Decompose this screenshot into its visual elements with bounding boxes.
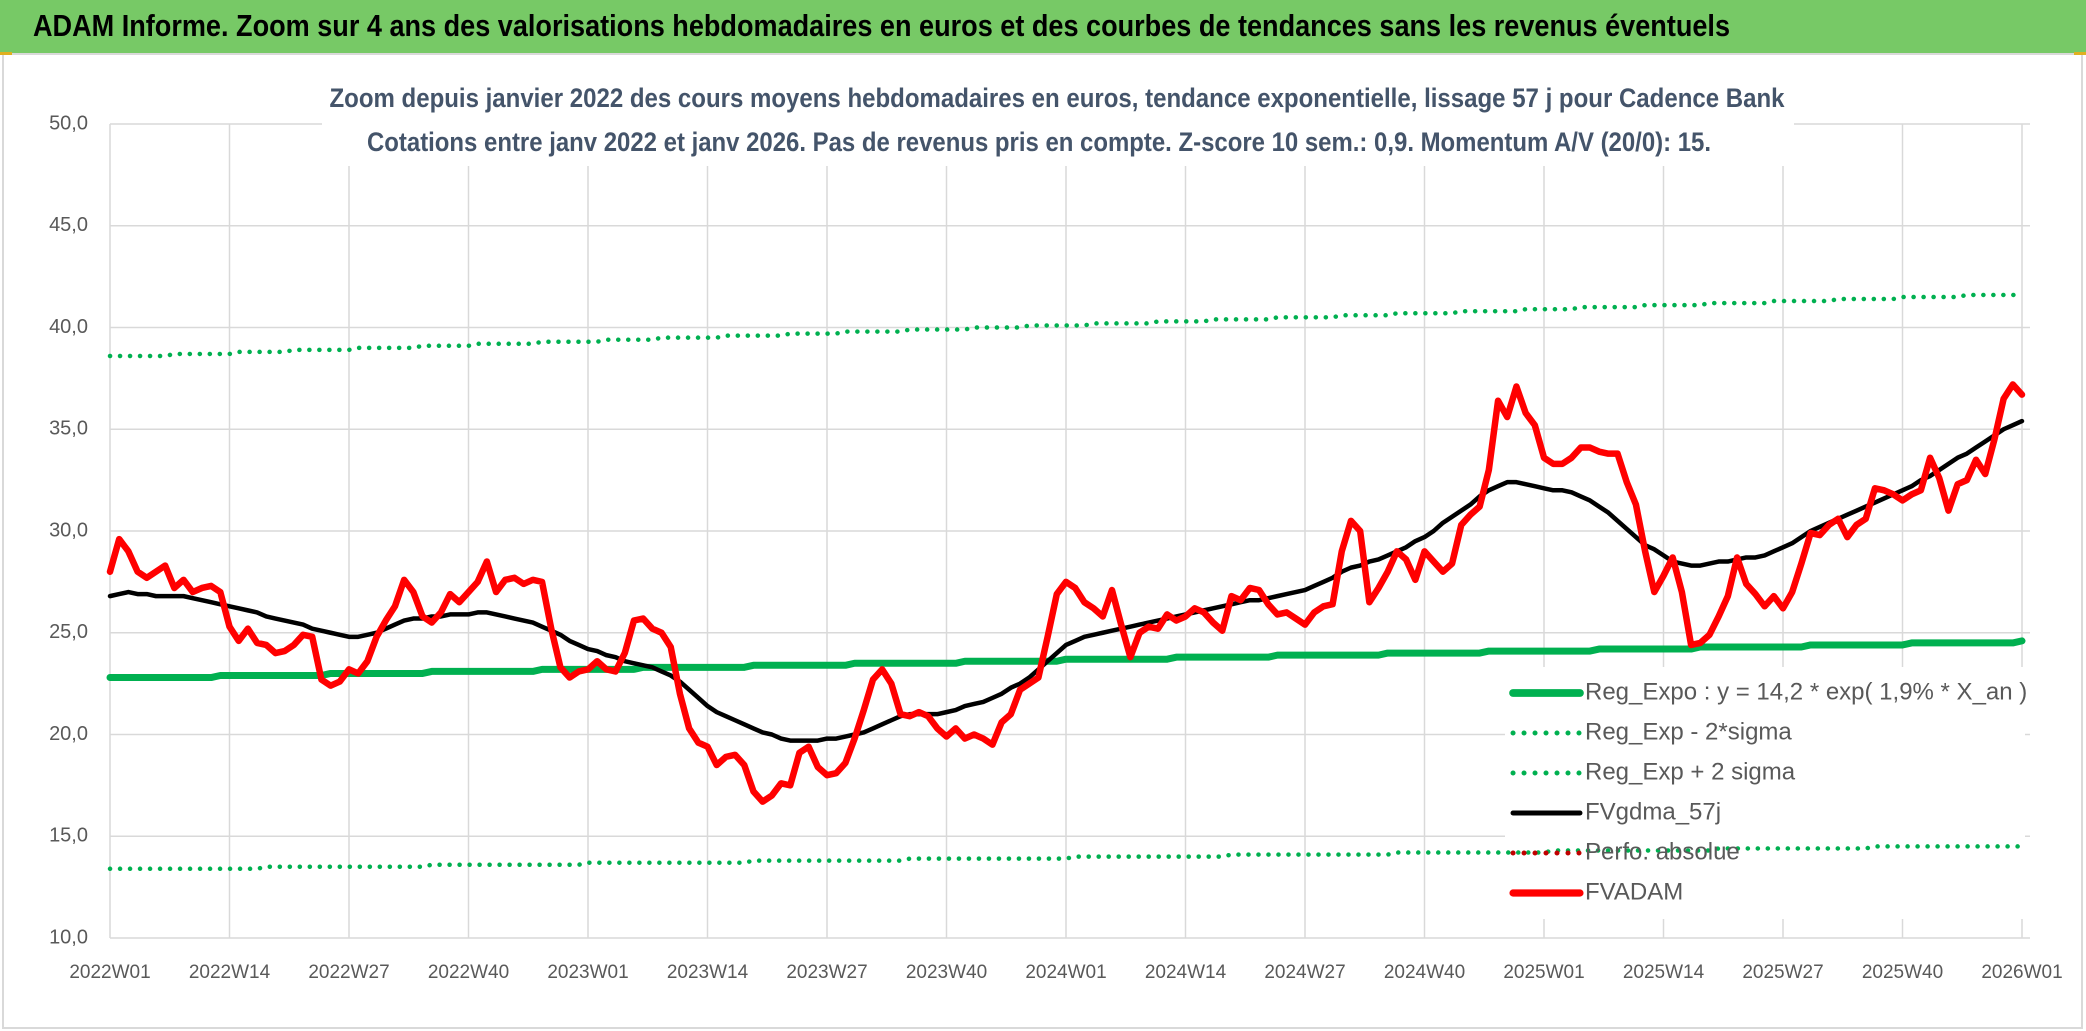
corner-accent xyxy=(0,52,12,55)
chart-subtitle: Cotations entre janv 2022 et janv 2026. … xyxy=(367,127,1711,157)
y-tick-label: 20,0 xyxy=(49,723,88,745)
legend-label: FVADAM xyxy=(1585,878,1683,905)
x-tick-label: 2025W01 xyxy=(1503,962,1584,983)
y-tick-label: 40,0 xyxy=(49,316,88,338)
legend-label: Perfo. absolue xyxy=(1585,838,1740,865)
x-tick-label: 2023W40 xyxy=(906,962,987,983)
x-tick-label: 2025W27 xyxy=(1742,962,1823,983)
y-tick-label: 50,0 xyxy=(49,112,88,134)
x-tick-label: 2022W01 xyxy=(69,962,150,983)
legend-background xyxy=(1505,667,2025,919)
series-group xyxy=(106,292,2026,872)
x-tick-label: 2022W27 xyxy=(308,962,389,983)
legend: Reg_Expo : y = 14,2 * exp( 1,9% * X_an )… xyxy=(1509,678,2027,905)
y-tick-label: 30,0 xyxy=(49,519,88,541)
y-tick-label: 45,0 xyxy=(49,214,88,236)
legend-label: Reg_Exp - 2*sigma xyxy=(1585,718,1792,745)
chart-subtitle: Zoom depuis janvier 2022 des cours moyen… xyxy=(330,83,1786,113)
x-tick-label: 2024W27 xyxy=(1264,962,1345,983)
series-line xyxy=(107,844,2025,872)
chart-title: ADAM Informe. Zoom sur 4 ans des valoris… xyxy=(33,8,1730,43)
y-tick-label: 10,0 xyxy=(49,926,88,948)
corner-accent xyxy=(2074,52,2086,55)
x-tick-label: 2024W40 xyxy=(1384,962,1465,983)
x-tick-label: 2023W14 xyxy=(667,962,749,983)
x-tick-label: 2022W14 xyxy=(189,962,271,983)
y-tick-label: 15,0 xyxy=(49,825,88,847)
series-line xyxy=(106,381,2026,805)
x-tick-label: 2025W14 xyxy=(1623,962,1705,983)
legend-label: FVgdma_57j xyxy=(1585,798,1721,825)
chart-frame xyxy=(2,53,2083,1029)
subtitle-background xyxy=(322,78,1794,166)
legend-label: Reg_Expo : y = 14,2 * exp( 1,9% * X_an ) xyxy=(1585,678,2027,705)
title-bar xyxy=(0,0,2086,53)
series-line xyxy=(107,292,2025,359)
y-tick-label: 35,0 xyxy=(49,418,88,440)
series-line xyxy=(106,637,2026,682)
y-tick-label: 25,0 xyxy=(49,621,88,643)
x-tick-label: 2024W01 xyxy=(1025,962,1106,983)
x-tick-label: 2025W40 xyxy=(1862,962,1943,983)
x-tick-label: 2024W14 xyxy=(1145,962,1227,983)
x-tick-label: 2022W40 xyxy=(428,962,509,983)
x-tick-label: 2026W01 xyxy=(1981,962,2062,983)
x-tick-label: 2023W01 xyxy=(547,962,628,983)
x-tick-label: 2023W27 xyxy=(786,962,867,983)
legend-label: Reg_Exp + 2 sigma xyxy=(1585,758,1796,785)
legend-area xyxy=(1505,667,2025,919)
